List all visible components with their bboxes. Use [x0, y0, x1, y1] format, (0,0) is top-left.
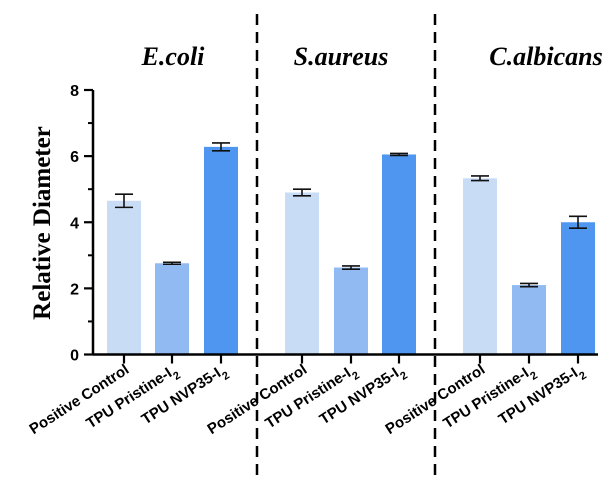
error-bar	[520, 282, 538, 288]
panel-title: C.albicans	[489, 42, 602, 71]
error-bar	[342, 265, 360, 270]
y-tick-label: 2	[70, 281, 79, 298]
y-axis-label: Relative Diameter	[29, 126, 56, 320]
bar	[561, 222, 595, 355]
y-tick-label: 6	[70, 149, 79, 166]
error-bar	[471, 175, 489, 182]
x-tick-label: TPU NVP35-I2	[496, 361, 589, 432]
error-bar	[115, 193, 133, 209]
bar	[204, 146, 238, 355]
y-tick-label: 4	[70, 215, 79, 232]
error-bar	[569, 215, 587, 230]
y-tick-label: 0	[70, 348, 79, 365]
error-bar	[163, 261, 181, 266]
bars-layer	[107, 142, 595, 355]
y-tick-label: 8	[70, 83, 79, 100]
bar	[285, 192, 319, 355]
panel-title: E.coli	[141, 42, 206, 71]
bar	[512, 285, 546, 355]
error-bar	[390, 152, 408, 157]
bar	[155, 263, 189, 355]
bar	[107, 200, 141, 355]
bar	[382, 154, 416, 355]
panel-title: S.aureus	[294, 42, 389, 71]
bar	[334, 267, 368, 355]
error-bar	[212, 142, 230, 152]
bar	[463, 178, 497, 355]
error-bar	[293, 188, 311, 197]
